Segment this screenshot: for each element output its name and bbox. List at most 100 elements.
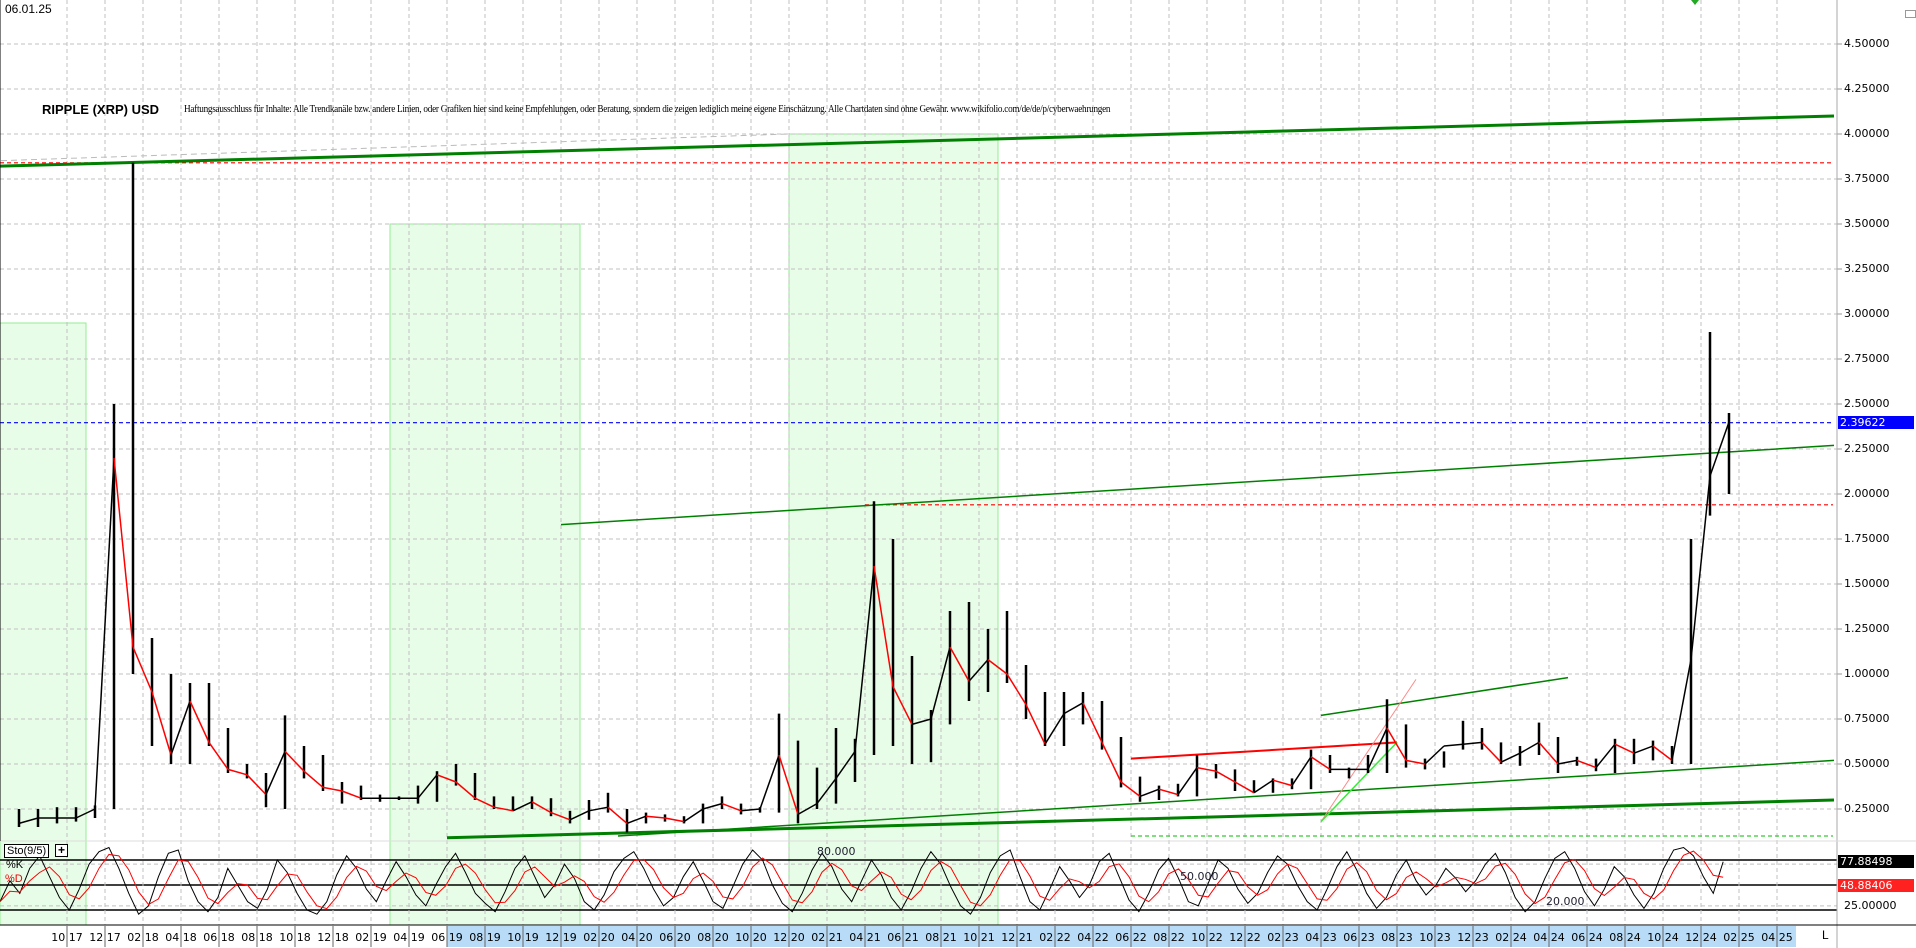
x-tick-label: 06 18	[203, 931, 235, 944]
price-down-segment	[493, 806, 514, 812]
price-up-segment	[1633, 745, 1654, 754]
x-tick-label: 04 23	[1305, 931, 1337, 944]
x-tick-label: 02 24	[1495, 931, 1527, 944]
x-tick-label: 10 24	[1647, 931, 1679, 944]
x-tick-label: 06 21	[887, 931, 919, 944]
x-tick-label: 06 22	[1115, 931, 1147, 944]
indicator-level-label: 50.000	[1180, 870, 1219, 883]
price-down-segment	[892, 686, 913, 725]
price-down-segment	[1025, 704, 1046, 745]
x-tick-label: 06 24	[1571, 931, 1603, 944]
price-down-segment	[1101, 742, 1122, 783]
x-tick-label: 12 21	[1001, 931, 1033, 944]
indicator-level-label: 80.000	[817, 845, 856, 858]
x-tick-label: 06 20	[659, 931, 691, 944]
y-tick-label: 4.00000	[1844, 127, 1890, 140]
trendline	[617, 759, 1835, 837]
y-tick-label: 1.75000	[1844, 532, 1890, 545]
price-down-segment	[1215, 770, 1236, 783]
x-tick-label: 04 25	[1761, 931, 1793, 944]
x-tick-label: 08 22	[1153, 931, 1185, 944]
price-down-segment	[1196, 766, 1217, 772]
price-up-segment	[1709, 421, 1730, 477]
indicator-level-label: 20.000	[1546, 895, 1585, 908]
x-tick-label: 08 21	[925, 931, 957, 944]
price-up-segment	[1519, 741, 1540, 754]
x-tick-label: 04 24	[1533, 931, 1565, 944]
price-up-segment	[1177, 767, 1198, 796]
trendline	[1130, 741, 1398, 760]
price-up-segment	[1139, 788, 1160, 798]
price-down-segment	[113, 457, 134, 648]
price-up-segment	[1500, 752, 1521, 763]
x-tick-label: 02 23	[1267, 931, 1299, 944]
x-tick-label: 06 19	[431, 931, 463, 944]
price-down-segment	[873, 565, 894, 687]
x-tick-label: 04 18	[165, 931, 197, 944]
price-up-segment	[1443, 743, 1464, 747]
price-up-segment	[1424, 745, 1445, 765]
price-up-segment	[1367, 727, 1388, 770]
price-up-segment	[94, 457, 115, 810]
trendline	[0, 133, 790, 162]
marker-triangle-icon	[1691, 0, 1699, 5]
add-indicator-button[interactable]: +	[55, 844, 68, 857]
price-up-segment	[512, 801, 533, 812]
price-down-segment	[246, 774, 267, 796]
price-up-segment	[170, 700, 191, 756]
price-down-segment	[531, 801, 552, 814]
trendline	[560, 444, 1835, 526]
price-down-segment	[1614, 743, 1635, 754]
price-down-segment	[1652, 745, 1673, 761]
price-down-segment	[949, 646, 970, 682]
k-legend: %K	[6, 859, 24, 871]
x-tick-label: 04 21	[849, 931, 881, 944]
date-axis-highlight	[447, 926, 1796, 947]
price-down-segment	[1405, 759, 1426, 765]
price-down-segment	[303, 770, 324, 788]
minimize-icon[interactable]	[1905, 10, 1916, 18]
price-up-segment	[835, 750, 856, 779]
stoch-d-line	[0, 850, 1724, 910]
x-tick-label: 02 25	[1723, 931, 1755, 944]
price-down-segment	[1386, 727, 1407, 761]
price-up-segment	[1063, 702, 1084, 715]
y-tick-label: 2.50000	[1844, 397, 1890, 410]
x-tick-label: 12 19	[545, 931, 577, 944]
price-up-segment	[1044, 713, 1065, 745]
price-down-segment	[1006, 673, 1027, 705]
x-tick-label: 10 23	[1419, 931, 1451, 944]
highlight-zone	[788, 133, 999, 925]
price-up-segment	[265, 751, 286, 795]
price-up-segment	[1595, 743, 1616, 769]
highlight-zone	[0, 322, 87, 925]
price-up-segment	[1557, 759, 1578, 765]
price-down-segment	[474, 797, 495, 808]
y-tick-label: 0.75000	[1844, 712, 1890, 725]
log-scale-button[interactable]: L	[1822, 928, 1829, 942]
price-down-segment	[189, 700, 210, 743]
price-down-segment	[455, 781, 476, 799]
x-tick-label: 04 20	[621, 931, 653, 944]
trendline	[446, 798, 1835, 840]
k-last-tag: 77.88498	[1838, 854, 1914, 868]
price-up-segment	[75, 808, 96, 819]
price-down-segment	[664, 817, 685, 823]
price-down-segment	[1481, 741, 1502, 763]
price-up-segment	[740, 808, 761, 812]
price-up-segment	[797, 802, 818, 816]
price-up-segment	[1462, 741, 1483, 745]
x-tick-label: 10 22	[1191, 931, 1223, 944]
price-down-segment	[1576, 759, 1597, 769]
x-tick-label: 02 20	[583, 931, 615, 944]
price-up-segment	[930, 646, 951, 720]
x-tick-label: 06 23	[1343, 931, 1375, 944]
price-down-segment	[284, 750, 305, 772]
indicator-axis-label: 25.00000	[1844, 898, 1897, 912]
price-up-segment	[569, 810, 590, 821]
indicator-name-button[interactable]: Sto(9/5)	[4, 844, 50, 858]
x-tick-label: 12 17	[89, 931, 121, 944]
price-down-segment	[436, 774, 457, 783]
disclaimer-text: Haftungsausschluss für Inhalte: Alle Tre…	[184, 104, 1111, 115]
chart-title: RIPPLE (XRP) USD	[42, 102, 160, 117]
